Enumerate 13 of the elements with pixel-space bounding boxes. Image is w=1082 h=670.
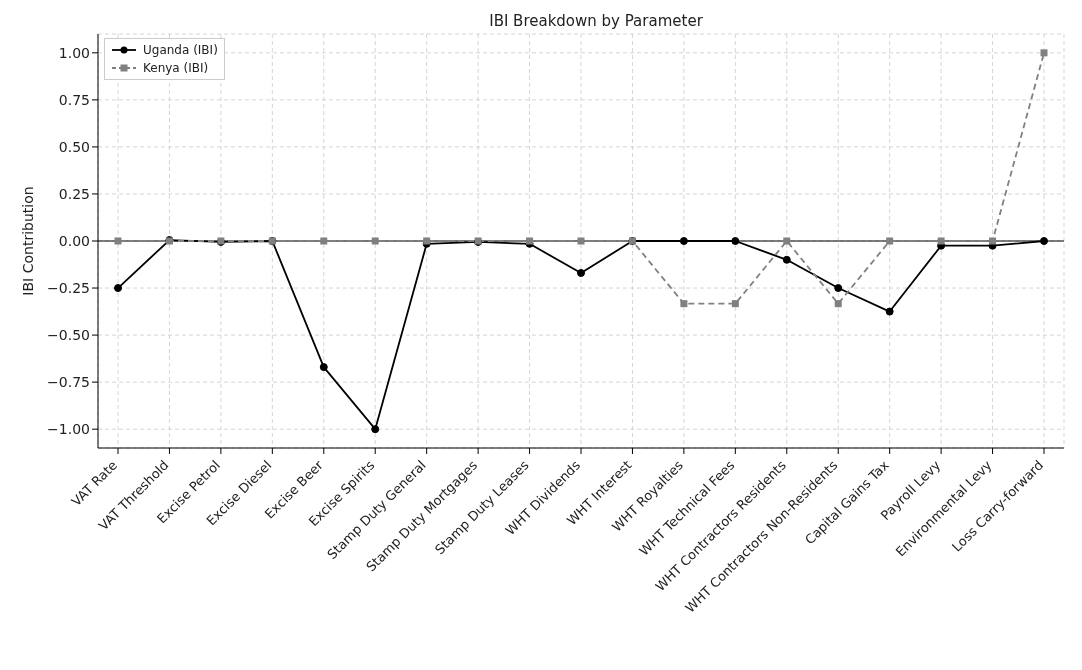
y-tick-label: 0.00 [58, 232, 90, 249]
y-tick-label: −0.75 [47, 374, 90, 391]
legend-label: Kenya (IBI) [143, 60, 209, 77]
y-tick-label: 1.00 [58, 44, 90, 61]
legend-label: Uganda (IBI) [143, 42, 218, 59]
chart-title: IBI Breakdown by Parameter [488, 12, 704, 30]
y-tick-label: −1.00 [47, 421, 90, 438]
y-tick-label: 0.25 [58, 185, 90, 202]
y-tick-label: 0.75 [58, 91, 90, 108]
y-tick-label: −0.25 [47, 280, 90, 297]
y-tick-label: 0.50 [58, 138, 90, 155]
y-axis-title: IBI Contribution [19, 186, 36, 296]
y-tick-label: −0.50 [47, 327, 90, 344]
